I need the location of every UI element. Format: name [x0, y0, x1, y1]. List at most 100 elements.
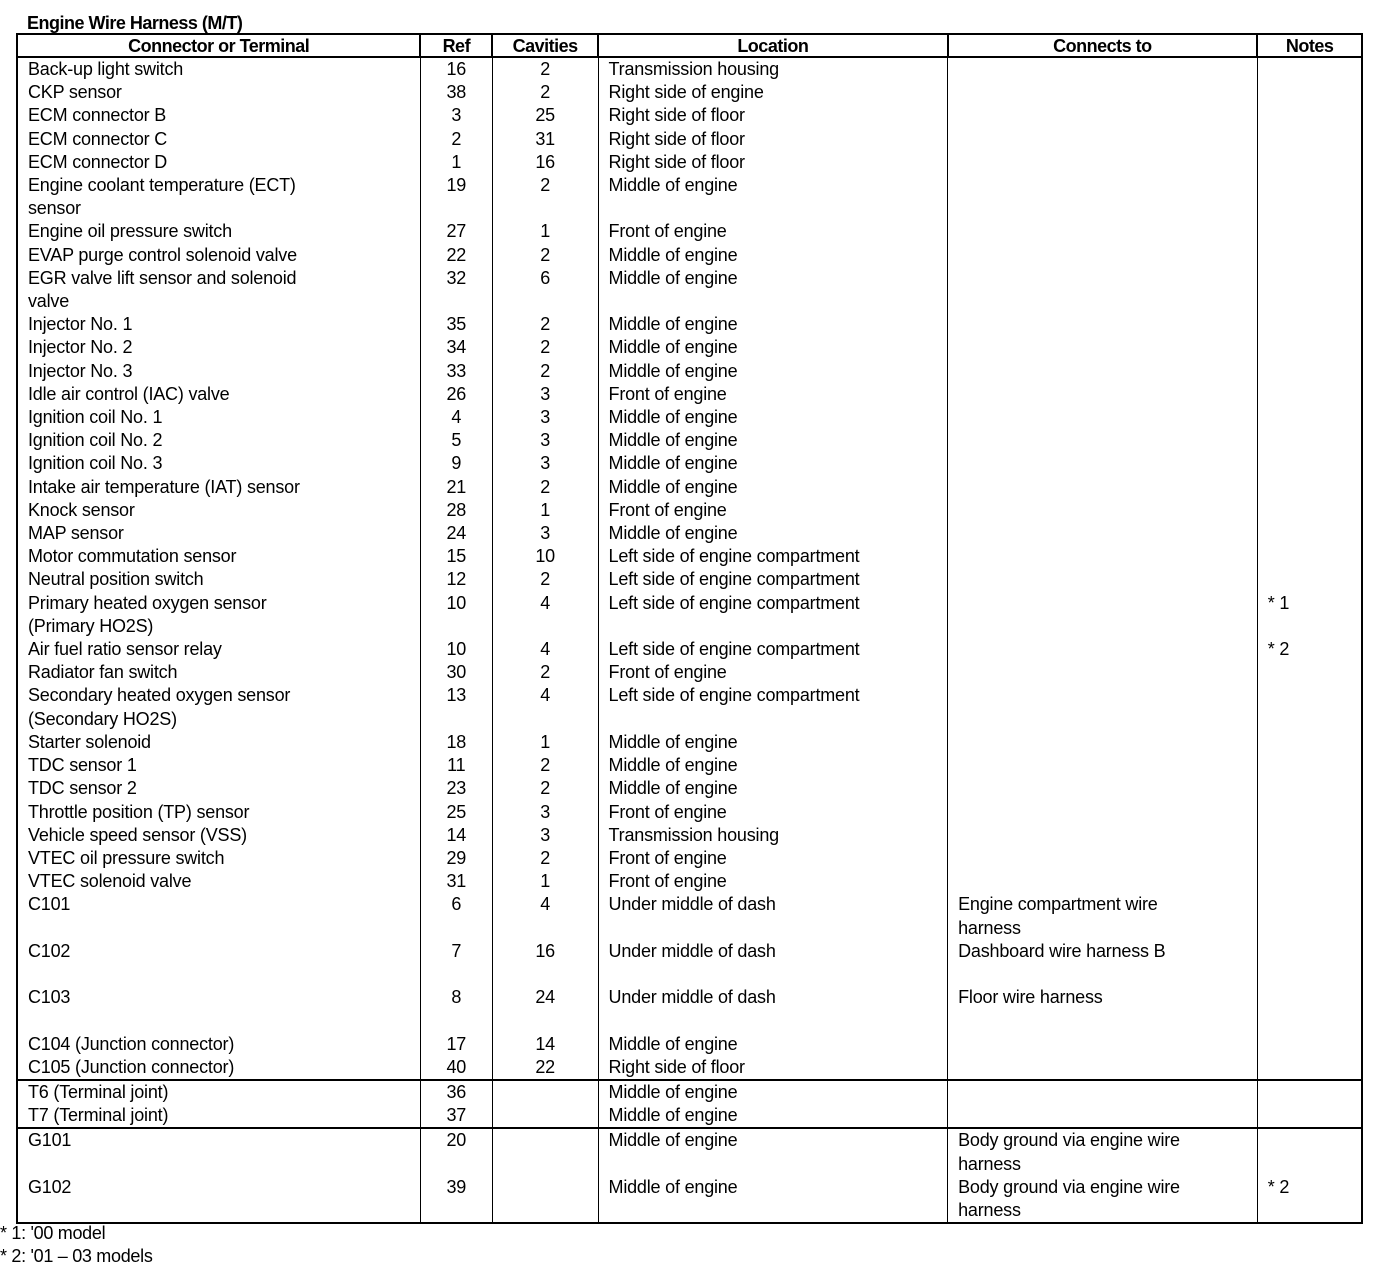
note-value: [1268, 1056, 1361, 1079]
cell-ref: 25: [419, 800, 493, 824]
cell-cavities: 14: [491, 1032, 599, 1056]
cell-notes: [1256, 846, 1363, 871]
cell-cavities: 2: [491, 568, 599, 592]
ref-value: 5: [451, 430, 462, 451]
location-value: Middle of engine: [608, 755, 738, 776]
note-value: [1268, 452, 1361, 475]
cell-connects-to: [947, 568, 1258, 592]
cell-location: Left side of engine compartment: [597, 568, 949, 592]
footnote: * 1: '00 model: [0, 1223, 106, 1243]
connector-name-line: Engine coolant temperature (ECT): [28, 175, 296, 196]
location-value: Middle of engine: [608, 1105, 738, 1126]
cell-connects-to: Body ground via engine wire harness: [947, 1175, 1258, 1224]
cell-ref: 31: [419, 870, 493, 894]
cell-connects-to: [947, 336, 1258, 360]
connector-name-line: TDC sensor 2: [28, 778, 137, 799]
location-value: Transmission housing: [608, 824, 780, 845]
cavities-value: 2: [540, 59, 551, 79]
cell-cavities: 31: [491, 127, 599, 151]
location-value: Middle of engine: [608, 1176, 738, 1197]
cell-notes: [1256, 870, 1363, 894]
cell-cavities: [491, 1104, 599, 1129]
cell-connector: Back-up light switch: [16, 57, 421, 82]
connector-name-line: Starter solenoid: [28, 731, 151, 752]
cell-cavities: 2: [491, 336, 599, 360]
cell-notes: [1256, 313, 1363, 337]
cell-notes: [1256, 730, 1363, 755]
cavities-value: 1: [540, 731, 551, 752]
cell-connects-to: Floor wire harness: [947, 986, 1258, 1033]
cell-notes: * 2: [1256, 638, 1363, 662]
cavities-value: 3: [540, 407, 551, 428]
cell-connects-to: [947, 174, 1258, 221]
cell-connector: Primary heated oxygen sensor (Primary HO2…: [16, 591, 421, 639]
cell-ref: 30: [419, 661, 493, 685]
cell-location: Front of engine: [597, 661, 949, 685]
cell-cavities: 4: [491, 684, 599, 731]
note-value: [1268, 267, 1361, 290]
cell-ref: 26: [419, 382, 493, 407]
cell-notes: [1256, 522, 1363, 546]
ref-value: 10: [446, 639, 467, 660]
connector-name-line: G102: [28, 1176, 72, 1197]
cell-cavities: 22: [491, 1055, 599, 1080]
cavities-value: 3: [540, 824, 551, 845]
note-value: [1268, 568, 1361, 591]
location-value: Under middle of dash: [608, 940, 776, 961]
location-value: Middle of engine: [608, 360, 738, 381]
cell-connects-to: [947, 730, 1258, 755]
note-value: * 1: [1267, 592, 1290, 613]
cell-ref: 35: [419, 313, 493, 337]
cell-connects-to: [947, 498, 1258, 523]
connector-name-line: Idle air control (IAC) valve: [28, 383, 230, 404]
cell-ref: 28: [419, 498, 493, 523]
note-value: [1268, 940, 1361, 963]
cell-location: Middle of engine: [597, 1128, 949, 1176]
cell-ref: 3: [419, 104, 493, 128]
location-value: Left side of engine compartment: [608, 592, 860, 613]
ref-value: 34: [446, 337, 467, 358]
cavities-value: 22: [535, 1056, 555, 1077]
location-value: Front of engine: [608, 662, 727, 683]
cell-ref: 22: [419, 243, 493, 267]
cell-ref: 1: [419, 150, 493, 175]
table-row: VTEC solenoid valve 31 1 Front of engine: [16, 870, 1363, 894]
ref-value: 2: [451, 128, 462, 149]
cavities-value: 4: [540, 685, 551, 706]
connector-name-line: C102: [28, 940, 71, 961]
table-row: TDC sensor 1 11 2 Middle of engine: [16, 754, 1363, 778]
table-group: G101 20 Middle of engine Body ground via e…: [16, 1128, 1363, 1224]
note-value: [1268, 684, 1361, 707]
connector-name-line: Injector No. 2: [28, 337, 133, 358]
header-row: Connector or Terminal Ref Cavities Locat…: [15, 33, 1363, 58]
location-value: Front of engine: [608, 847, 727, 868]
connects-to-line: [958, 963, 1257, 986]
connector-name-line: (Primary HO2S): [28, 615, 154, 636]
note-value: [1268, 104, 1361, 127]
cell-connector: TDC sensor 1: [16, 754, 421, 778]
cell-notes: [1256, 684, 1363, 731]
table-row: Injector No. 3 33 2 Middle of engine: [16, 359, 1363, 383]
connector-name-line: ECM connector C: [28, 128, 168, 149]
location-value: Transmission housing: [608, 59, 780, 79]
location-value: Left side of engine compartment: [608, 546, 860, 567]
cell-connects-to: [947, 104, 1258, 128]
location-value: Right side of floor: [608, 151, 745, 172]
cell-cavities: 2: [491, 754, 599, 778]
cavities-value: [493, 1104, 598, 1127]
table-row: Starter solenoid 18 1 Middle of engine: [16, 730, 1363, 755]
cell-location: Under middle of dash: [597, 986, 949, 1033]
cell-ref: 20: [419, 1128, 493, 1176]
cavities-value: 3: [540, 383, 551, 404]
cell-connector: Ignition coil No. 3: [16, 452, 421, 476]
cell-cavities: 1: [491, 498, 599, 523]
ref-value: 6: [451, 894, 462, 915]
connector-name-line: Air fuel ratio sensor relay: [28, 639, 222, 660]
location-value: Middle of engine: [608, 523, 738, 544]
footnotes: * 1: '00 model * 2: '01 – 03 models: [0, 1222, 153, 1268]
cavities-value: 4: [540, 592, 551, 613]
cell-ref: 38: [419, 81, 493, 105]
cell-notes: [1256, 1032, 1363, 1056]
table-row: G102 39 Middle of engine Body ground via e…: [16, 1175, 1363, 1224]
cavities-value: 16: [535, 940, 555, 961]
